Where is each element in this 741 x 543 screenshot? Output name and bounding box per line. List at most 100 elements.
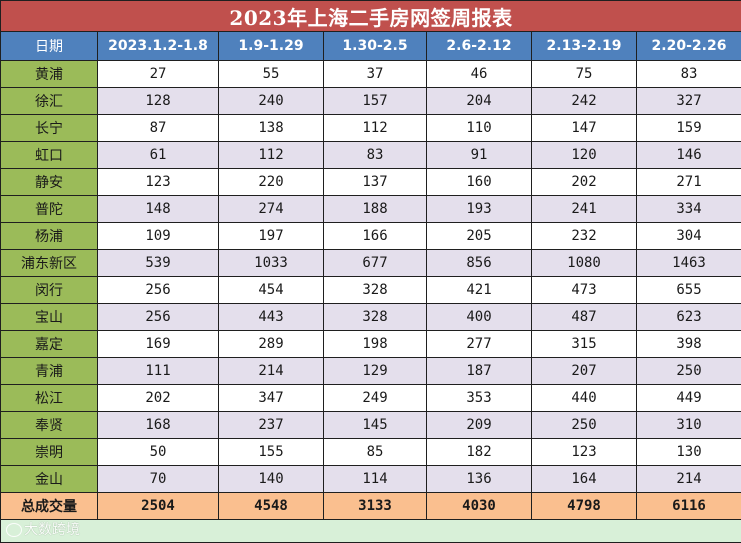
district-name: 崇明 [1, 439, 98, 466]
value-cell: 193 [427, 196, 532, 223]
district-name: 松江 [1, 385, 98, 412]
value-cell: 137 [324, 169, 427, 196]
value-cell: 289 [219, 331, 324, 358]
value-cell: 398 [637, 331, 741, 358]
value-cell: 147 [532, 115, 637, 142]
value-cell: 205 [427, 223, 532, 250]
district-name: 嘉定 [1, 331, 98, 358]
watermark-logo-icon [6, 523, 22, 537]
value-cell: 146 [637, 142, 741, 169]
district-name: 静安 [1, 169, 98, 196]
district-name: 杨浦 [1, 223, 98, 250]
value-cell: 440 [532, 385, 637, 412]
footer-cell [1, 520, 741, 543]
value-cell: 353 [427, 385, 532, 412]
value-cell: 198 [324, 331, 427, 358]
district-name: 长宁 [1, 115, 98, 142]
district-name: 普陀 [1, 196, 98, 223]
value-cell: 140 [219, 466, 324, 493]
week-header: 1.9-1.29 [219, 32, 324, 61]
value-cell: 334 [637, 196, 741, 223]
district-name: 虹口 [1, 142, 98, 169]
value-cell: 37 [324, 61, 427, 88]
value-cell: 187 [427, 358, 532, 385]
value-cell: 169 [98, 331, 219, 358]
value-cell: 237 [219, 412, 324, 439]
value-cell: 443 [219, 304, 324, 331]
value-cell: 202 [532, 169, 637, 196]
value-cell: 83 [637, 61, 741, 88]
value-cell: 677 [324, 250, 427, 277]
value-cell: 207 [532, 358, 637, 385]
total-cell: 3133 [324, 493, 427, 520]
value-cell: 1080 [532, 250, 637, 277]
total-cell: 4798 [532, 493, 637, 520]
value-cell: 304 [637, 223, 741, 250]
value-cell: 50 [98, 439, 219, 466]
value-cell: 136 [427, 466, 532, 493]
value-cell: 202 [98, 385, 219, 412]
watermark-text: 大数跨境 [24, 522, 80, 538]
district-name: 金山 [1, 466, 98, 493]
value-cell: 328 [324, 277, 427, 304]
value-cell: 209 [427, 412, 532, 439]
date-header: 日期 [1, 32, 98, 61]
value-cell: 114 [324, 466, 427, 493]
value-cell: 85 [324, 439, 427, 466]
total-cell: 2504 [98, 493, 219, 520]
value-cell: 138 [219, 115, 324, 142]
value-cell: 110 [427, 115, 532, 142]
value-cell: 83 [324, 142, 427, 169]
value-cell: 220 [219, 169, 324, 196]
value-cell: 856 [427, 250, 532, 277]
value-cell: 241 [532, 196, 637, 223]
value-cell: 250 [637, 358, 741, 385]
value-cell: 1463 [637, 250, 741, 277]
value-cell: 487 [532, 304, 637, 331]
value-cell: 166 [324, 223, 427, 250]
value-cell: 214 [219, 358, 324, 385]
district-name: 奉贤 [1, 412, 98, 439]
value-cell: 160 [427, 169, 532, 196]
district-name: 黄浦 [1, 61, 98, 88]
week-header: 1.30-2.5 [324, 32, 427, 61]
value-cell: 159 [637, 115, 741, 142]
district-name: 宝山 [1, 304, 98, 331]
district-name: 青浦 [1, 358, 98, 385]
district-name: 徐汇 [1, 88, 98, 115]
value-cell: 123 [532, 439, 637, 466]
week-header: 2023.1.2-1.8 [98, 32, 219, 61]
value-cell: 112 [324, 115, 427, 142]
value-cell: 61 [98, 142, 219, 169]
value-cell: 655 [637, 277, 741, 304]
value-cell: 328 [324, 304, 427, 331]
value-cell: 111 [98, 358, 219, 385]
report-title: 2023年上海二手房网签周报表 [1, 1, 741, 32]
total-label: 总成交量 [1, 493, 98, 520]
value-cell: 70 [98, 466, 219, 493]
value-cell: 204 [427, 88, 532, 115]
total-row: 总成交量 2504 4548 3133 4030 4798 6116 [1, 493, 741, 520]
value-cell: 473 [532, 277, 637, 304]
value-cell: 315 [532, 331, 637, 358]
value-cell: 128 [98, 88, 219, 115]
value-cell: 182 [427, 439, 532, 466]
week-header: 2.20-2.26 [637, 32, 741, 61]
value-cell: 91 [427, 142, 532, 169]
value-cell: 256 [98, 277, 219, 304]
value-cell: 242 [532, 88, 637, 115]
value-cell: 123 [98, 169, 219, 196]
value-cell: 327 [637, 88, 741, 115]
value-cell: 112 [219, 142, 324, 169]
value-cell: 214 [637, 466, 741, 493]
week-header: 2.6-2.12 [427, 32, 532, 61]
